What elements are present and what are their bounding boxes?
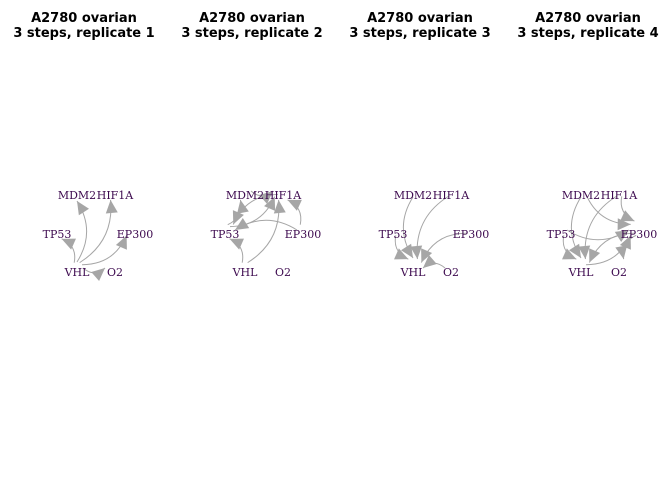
graph-panel-1: A2780 ovarian 3 steps, replicate 1 MDM2 HI… [0, 0, 168, 480]
node-label-hif1a: HIF1A [265, 189, 303, 202]
arrowhead-VHL-HIF1A [105, 199, 118, 214]
network-graph: MDM2 HIF1A TP53 EP300 VHL O2 [211, 189, 322, 279]
node-label-ep300: EP300 [621, 228, 657, 241]
node-label-tp53: TP53 [547, 228, 576, 241]
network-graph: MDM2 HIF1A TP53 EP300 VHL O2 [547, 189, 658, 279]
panel-title: A2780 ovarian 3 steps, replicate 3 [349, 11, 491, 41]
node-label-tp53: TP53 [211, 228, 240, 241]
arrowhead-TP53-MDM2 [237, 199, 249, 214]
node-label-mdm2: MDM2 [562, 189, 600, 202]
arrowhead-TP53-VHL [562, 248, 577, 260]
arrowhead-TP53-HIF1A [264, 196, 276, 211]
arrowhead-VHL-O2 [91, 268, 105, 282]
node-label-o2: O2 [611, 266, 627, 279]
arrowhead-TP53-VHL [394, 248, 409, 260]
graph-panel-3: A2780 ovarian 3 steps, replicate 3 MDM2 HI… [336, 0, 504, 480]
arrowhead-EP300-VHL [589, 248, 601, 263]
node-label-tp53: TP53 [379, 228, 408, 241]
node-label-hif1a: HIF1A [97, 189, 135, 202]
node-label-vhl: VHL [568, 266, 595, 279]
arrowhead-VHL-EP300 [619, 235, 631, 250]
node-label-vhl: VHL [232, 266, 259, 279]
arrowhead-EP300-HIF1A [287, 199, 302, 211]
node-label-mdm2: MDM2 [226, 189, 264, 202]
graph-panel-4: A2780 ovarian 3 steps, replicate 4 MDM2 HI… [504, 0, 672, 480]
arrowhead-O2-VHL [423, 254, 437, 268]
node-label-vhl: VHL [400, 266, 427, 279]
arrowhead-VHL-HIF1A [273, 199, 286, 214]
node-label-o2: O2 [275, 266, 291, 279]
arrowhead-VHL-TP53 [229, 238, 244, 250]
arrowhead-MDM2-VHL [400, 243, 413, 258]
panel-title: A2780 ovarian 3 steps, replicate 4 [517, 11, 659, 41]
node-label-ep300: EP300 [285, 228, 321, 241]
node-label-o2: O2 [443, 266, 459, 279]
arrowhead-MDM2-HIF1A [259, 191, 273, 205]
arrowhead-HIF1A-EP300 [620, 210, 635, 222]
node-label-vhl: VHL [64, 266, 91, 279]
arrowhead-VHL-MDM2 [77, 201, 90, 216]
node-label-ep300: EP300 [453, 228, 489, 241]
arrowhead-HIF1A-VHL [578, 245, 591, 260]
arrowhead-EP300-TP53 [235, 217, 250, 230]
arrowhead-EP300-O2 [615, 245, 628, 260]
arrowhead-MDM2-VHL [568, 243, 581, 258]
node-label-hif1a: HIF1A [433, 189, 471, 202]
arrowhead-EP300-VHL [421, 248, 433, 263]
network-graph: MDM2 HIF1A TP53 EP300 VHL O2 [43, 189, 153, 282]
node-label-hif1a: HIF1A [601, 189, 639, 202]
arrowhead-TP53-EP300 [614, 230, 629, 243]
arrowhead-VHL-TP53 [61, 238, 76, 250]
arrowhead-HIF1A-VHL [410, 245, 423, 260]
arrowhead-MDM2-EP300 [617, 218, 631, 231]
node-label-mdm2: MDM2 [58, 189, 96, 202]
panel-title: A2780 ovarian 3 steps, replicate 2 [181, 11, 323, 41]
arrowhead-VHL-EP300 [115, 235, 127, 250]
network-graph: MDM2 HIF1A TP53 EP300 VHL O2 [379, 189, 490, 279]
panel-title: A2780 ovarian 3 steps, replicate 1 [13, 11, 155, 41]
node-label-ep300: EP300 [117, 228, 153, 241]
node-label-o2: O2 [107, 266, 123, 279]
node-label-tp53: TP53 [43, 228, 72, 241]
arrowhead-HIF1A-TP53 [232, 210, 244, 225]
graph-panel-2: A2780 ovarian 3 steps, replicate 2 MDM2 HI… [168, 0, 336, 480]
node-label-mdm2: MDM2 [394, 189, 432, 202]
